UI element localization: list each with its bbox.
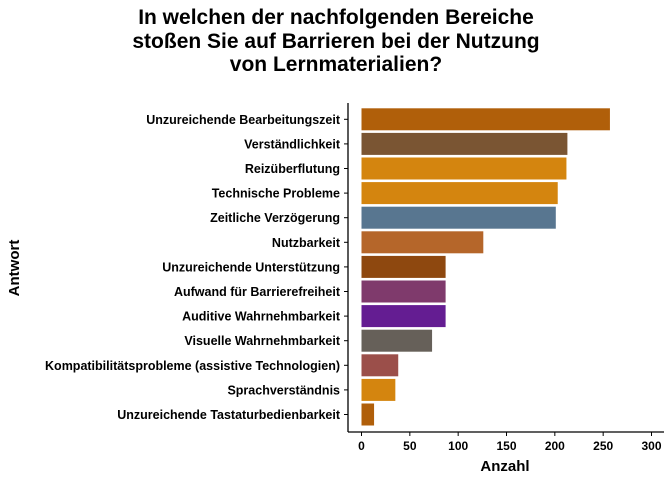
category-label: Verständlichkeit [244,137,341,151]
bar-0 [361,108,610,131]
chart-title-line-3: von Lernmaterialien? [230,53,442,76]
x-tick-label: 200 [545,439,565,453]
bar-9 [361,329,433,352]
x-tick-label: 300 [641,439,661,453]
category-label: Unzureichende Bearbeitungszeit [146,113,341,127]
bar-5 [361,231,484,254]
y-axis-title: Antwort [6,240,23,297]
x-axis-ticks: 0 50 100 150 200 250 300 [358,432,662,453]
x-tick-label: 100 [448,439,468,453]
category-label: Kompatibilitätsprobleme (assistive Techn… [45,359,340,373]
bars-group [361,108,610,426]
x-tick-label: 50 [403,439,417,453]
x-axis-title: Anzahl [480,458,529,475]
bar-8 [361,305,446,328]
x-tick-label: 150 [496,439,516,453]
bar-1 [361,132,568,155]
category-label: Aufwand für Barrierefreiheit [174,285,341,299]
chart-title-line-2: stoßen Sie auf Barrieren bei der Nutzung [132,30,539,53]
category-label: Nutzbarkeit [272,236,341,250]
category-label: Visuelle Wahrnehmbarkeit [184,334,340,348]
bar-12 [361,403,375,426]
chart-title-line-1: In welchen der nachfolgenden Bereiche [138,6,534,29]
category-label: Unzureichende Tastaturbedienbarkeit [117,408,341,422]
bar-11 [361,378,396,401]
bar-6 [361,255,446,278]
bar-4 [361,206,556,229]
x-tick-label: 250 [593,439,613,453]
x-tick-label: 0 [358,439,365,453]
category-label: Unzureichende Unterstützung [162,260,340,274]
category-label: Reizüberflutung [245,162,340,176]
bar-7 [361,280,446,303]
chart-title: In welchen der nachfolgenden Bereiche st… [132,6,539,76]
bar-2 [361,157,567,180]
bar-3 [361,182,558,205]
category-labels: Unzureichende Bearbeitungszeit Verständli… [45,113,348,422]
category-label: Auditive Wahrnehmbarkeit [182,310,341,324]
category-label: Technische Probleme [212,187,340,201]
bar-10 [361,354,399,377]
category-label: Zeitliche Verzögerung [210,211,340,225]
category-label: Sprachverständnis [227,383,340,397]
